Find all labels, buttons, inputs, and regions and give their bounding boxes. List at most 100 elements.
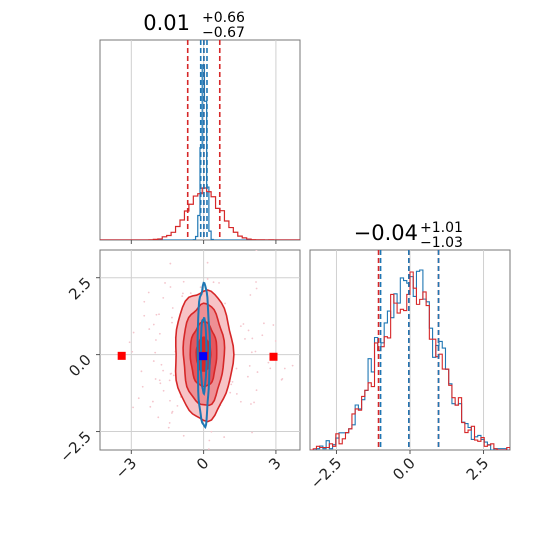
joint-scatter-point	[280, 378, 283, 381]
joint-scatter-point	[223, 436, 226, 438]
joint-scatter-point	[168, 422, 171, 424]
joint-scatter-point	[154, 378, 157, 380]
panel-x-marginal-title-upper: +0.66	[202, 10, 245, 26]
joint-scatter-point	[210, 430, 213, 433]
joint-scatter-point	[158, 379, 161, 382]
joint-scatter-point	[169, 399, 171, 402]
joint-scatter-point	[152, 360, 155, 362]
joint-x-tick-label: 0	[193, 454, 212, 473]
joint-y-tick-label: −2.5	[56, 428, 94, 466]
joint-scatter-point	[171, 307, 174, 309]
joint-scatter-point	[272, 324, 275, 326]
joint-scatter-point	[254, 350, 257, 353]
joint-scatter-point	[155, 339, 157, 341]
joint-scatter-point	[208, 439, 211, 442]
joint-scatter-point	[171, 410, 174, 413]
joint-scatter-point	[171, 316, 173, 319]
panel-y-marginal-quantile-lines	[377, 250, 440, 450]
joint-scatter-point	[239, 325, 242, 328]
joint-scatter-point	[249, 294, 252, 296]
joint-scatter-point	[132, 331, 135, 334]
joint-scatter-point	[263, 322, 265, 325]
joint-scatter-point	[248, 365, 251, 367]
joint-scatter-point	[93, 302, 95, 304]
joint-scatter-point	[152, 323, 155, 326]
joint-scatter-point	[159, 382, 162, 385]
joint-scatter-point	[206, 278, 209, 280]
y-marginal-histogram-series-b	[310, 271, 510, 450]
joint-scatter-point	[250, 351, 253, 354]
joint-scatter-point	[189, 292, 192, 295]
joint-scatter-point	[169, 262, 172, 265]
joint-scatter-point	[255, 281, 257, 283]
joint-scatter-point	[92, 342, 94, 344]
joint-scatter-point	[162, 389, 165, 392]
joint-scatter-point	[251, 337, 254, 340]
joint-scatter-point	[244, 338, 246, 340]
joint-scatter-point	[155, 313, 158, 316]
y-marginal-tick-label: −2.5	[307, 454, 345, 492]
joint-scatter-point	[239, 400, 242, 403]
joint-scatter-point	[167, 426, 170, 429]
joint-scatter-point	[128, 341, 131, 344]
joint-scatter-point	[251, 431, 253, 434]
joint-scatter-point	[171, 321, 173, 324]
joint-scatter-point	[162, 369, 165, 372]
joint-scatter-point	[217, 243, 219, 245]
joint-scatter-point	[291, 364, 294, 367]
joint-scatter-point	[181, 295, 184, 298]
joint-contour-series-a	[196, 281, 211, 429]
joint-scatter-point	[261, 334, 264, 337]
joint-scatter-point	[131, 350, 134, 353]
y-marginal-tick-label: 0.0	[389, 454, 419, 484]
joint-scatter-point	[250, 403, 252, 405]
joint-scatter-point	[206, 261, 209, 264]
joint-scatter-point	[235, 367, 238, 370]
joint-scatter-point	[267, 361, 270, 364]
joint-scatter-point	[224, 302, 226, 305]
panel-xy-joint-markers	[117, 351, 278, 361]
joint-scatter-point	[212, 281, 215, 284]
panel-y-marginal-title-value: −0.04	[354, 221, 418, 245]
joint-scatter-point	[182, 280, 185, 283]
joint-scatter-point	[176, 404, 179, 407]
joint-scatter-point	[143, 300, 146, 303]
joint-scatter-point	[160, 456, 162, 458]
panel-x-marginal-quantile-lines	[186, 40, 221, 240]
joint-scatter-point	[274, 340, 277, 342]
joint-scatter-point	[253, 401, 255, 404]
joint-scatter-point	[137, 397, 140, 400]
joint-scatter-point	[242, 323, 245, 325]
joint-scatter-point	[172, 374, 175, 377]
panel-y-marginal-title-upper: +1.01	[420, 220, 463, 236]
panel-y-marginal-ticks: −2.5 0.0 2.5	[307, 450, 492, 493]
joint-scatter-point	[256, 371, 259, 373]
joint-marker-series-b	[117, 351, 126, 360]
panel-y-marginal-title-lower: −1.03	[420, 235, 463, 251]
panel-y-marginal-histograms	[310, 269, 510, 450]
joint-scatter-point	[141, 385, 144, 388]
joint-scatter-point	[229, 391, 232, 394]
joint-scatter-point	[207, 448, 210, 450]
joint-scatter-point	[247, 329, 250, 332]
joint-scatter-point	[160, 363, 163, 366]
joint-x-tick-label: −3	[112, 454, 140, 482]
joint-y-tick-label: 2.5	[65, 274, 95, 304]
joint-marker-series-a	[199, 352, 208, 361]
joint-marker-series-b	[269, 352, 278, 361]
joint-scatter-point	[246, 375, 249, 378]
panel-x-marginal-ticks	[130, 240, 277, 244]
joint-scatter-point	[182, 434, 185, 437]
joint-scatter-point	[157, 416, 160, 419]
joint-scatter-point	[255, 389, 258, 392]
joint-scatter-point	[218, 282, 220, 284]
joint-scatter-point	[158, 313, 160, 316]
joint-scatter-point	[283, 367, 286, 370]
joint-scatter-point	[170, 372, 173, 375]
joint-scatter-point	[147, 291, 150, 294]
panel-x-marginal-title: 0.01	[143, 11, 190, 35]
joint-scatter-point	[158, 332, 161, 335]
joint-scatter-point	[148, 328, 151, 330]
panel-xy-joint: −3 0 3 2.5 0.0 −2.5	[56, 243, 301, 482]
joint-scatter-point	[170, 412, 173, 414]
